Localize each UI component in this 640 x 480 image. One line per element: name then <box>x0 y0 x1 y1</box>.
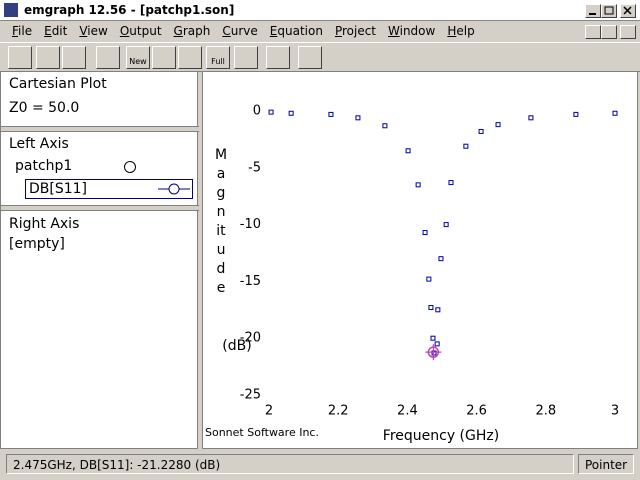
file-name[interactable]: patchp1 <box>15 158 73 174</box>
data-point <box>288 110 294 116</box>
data-point <box>573 111 579 117</box>
y-axis-label: Magnitude <box>215 147 228 296</box>
data-point <box>443 222 449 228</box>
doc-close[interactable] <box>620 25 636 39</box>
data-point <box>405 148 411 154</box>
doc-minimize[interactable] <box>585 25 601 39</box>
menu-item[interactable]: View <box>79 24 108 38</box>
data-point <box>355 115 361 121</box>
zoom-out-button[interactable] <box>178 46 202 69</box>
status-mode: Pointer <box>578 454 634 474</box>
data-point <box>528 115 534 121</box>
doc-restore[interactable] <box>601 25 617 39</box>
left-axis-title: Left Axis <box>9 136 69 152</box>
y-axis-unit: (dB) <box>222 338 251 354</box>
curve-name: DB[S11] <box>29 181 88 197</box>
menu-item[interactable]: Edit <box>44 24 68 38</box>
data-point <box>268 109 274 115</box>
window-title: emgraph 12.56 - [patchp1.son] <box>24 3 235 17</box>
y-tick-label: -20 <box>240 331 261 346</box>
data-point <box>431 350 437 356</box>
right-axis-title: Right Axis <box>9 216 80 232</box>
file-symbol <box>124 161 136 173</box>
print-button[interactable] <box>298 46 322 69</box>
menu-item[interactable]: Output <box>119 24 162 38</box>
menu-item[interactable]: Equation <box>269 24 323 38</box>
separator <box>1 205 199 211</box>
menu-item[interactable]: Help <box>447 24 475 38</box>
x-axis-label: Frequency (GHz) <box>383 428 499 444</box>
data-point <box>448 180 454 186</box>
menu-bar: File Edit View Output Graph Curve Equation Proj… <box>0 21 640 41</box>
separator <box>1 126 199 132</box>
menu-item[interactable]: Graph <box>173 24 211 38</box>
copy-button[interactable] <box>96 46 120 69</box>
data-point <box>438 256 444 262</box>
new-label: New <box>129 57 147 66</box>
save-button[interactable] <box>62 46 86 69</box>
y-tick-label: -5 <box>248 160 261 175</box>
y-tick-label: 0 <box>253 104 261 119</box>
curve-item[interactable]: DB[S11] <box>25 179 193 199</box>
toolbar: New Full <box>0 42 640 72</box>
data-point <box>612 110 618 116</box>
zoom-in-button[interactable] <box>152 46 176 69</box>
x-tick-label: 2.8 <box>535 404 556 419</box>
x-tick-label: 2.2 <box>328 404 349 419</box>
curve-symbol <box>158 183 190 195</box>
left-panel: Cartesian Plot Z0 = 50.0 Left Axis patch… <box>0 71 199 449</box>
new-button[interactable]: New <box>126 46 150 69</box>
full-label: Full <box>211 57 225 66</box>
x-tick-label: 2.6 <box>466 404 487 419</box>
cursor-cross <box>425 344 442 361</box>
refresh-button[interactable] <box>266 46 290 69</box>
close-button[interactable] <box>620 4 636 18</box>
settings-button[interactable] <box>234 46 258 69</box>
data-point <box>495 122 501 128</box>
data-point <box>428 305 434 311</box>
app-icon <box>4 3 18 17</box>
status-bar: 2.475GHz, DB[S11]: -21.2280 (dB) Pointer <box>0 452 640 478</box>
full-button[interactable]: Full <box>206 46 230 69</box>
maximize-button[interactable] <box>601 4 617 18</box>
x-tick-label: 3 <box>611 404 619 419</box>
plot-type: Cartesian Plot <box>9 76 107 92</box>
menu-item[interactable]: Project <box>334 24 376 38</box>
status-readout: 2.475GHz, DB[S11]: -21.2280 (dB) <box>6 454 574 474</box>
y-tick-label: -15 <box>240 274 261 289</box>
data-point <box>434 341 440 347</box>
menu-item[interactable]: File <box>12 24 33 38</box>
data-point <box>430 335 436 341</box>
open-button[interactable] <box>8 46 32 69</box>
chart: (dB) Sonnet Software Inc. Frequency (GHz… <box>205 104 619 445</box>
data-point <box>478 128 484 134</box>
right-axis-content: [empty] <box>9 236 65 252</box>
open2-button[interactable] <box>36 46 60 69</box>
y-tick-label: -25 <box>240 388 261 403</box>
x-tick-label: 2 <box>265 404 273 419</box>
data-point <box>426 276 432 282</box>
z0: Z0 = 50.0 <box>9 100 80 116</box>
data-point <box>415 182 421 188</box>
credit: Sonnet Software Inc. <box>205 426 319 439</box>
data-point <box>463 143 469 149</box>
data-point <box>328 111 334 117</box>
menu-item[interactable]: Window <box>388 24 436 38</box>
title-bar: emgraph 12.56 - [patchp1.son] <box>0 0 640 21</box>
menu-item[interactable]: Curve <box>222 24 258 38</box>
data-point <box>422 230 428 236</box>
data-point <box>382 123 388 129</box>
y-tick-label: -10 <box>240 217 261 232</box>
minimize-button[interactable] <box>585 4 601 18</box>
chart-panel: Magnitude (dB) Sonnet Software Inc. Freq… <box>202 71 638 449</box>
x-tick-label: 2.4 <box>397 404 418 419</box>
data-point <box>435 307 441 313</box>
